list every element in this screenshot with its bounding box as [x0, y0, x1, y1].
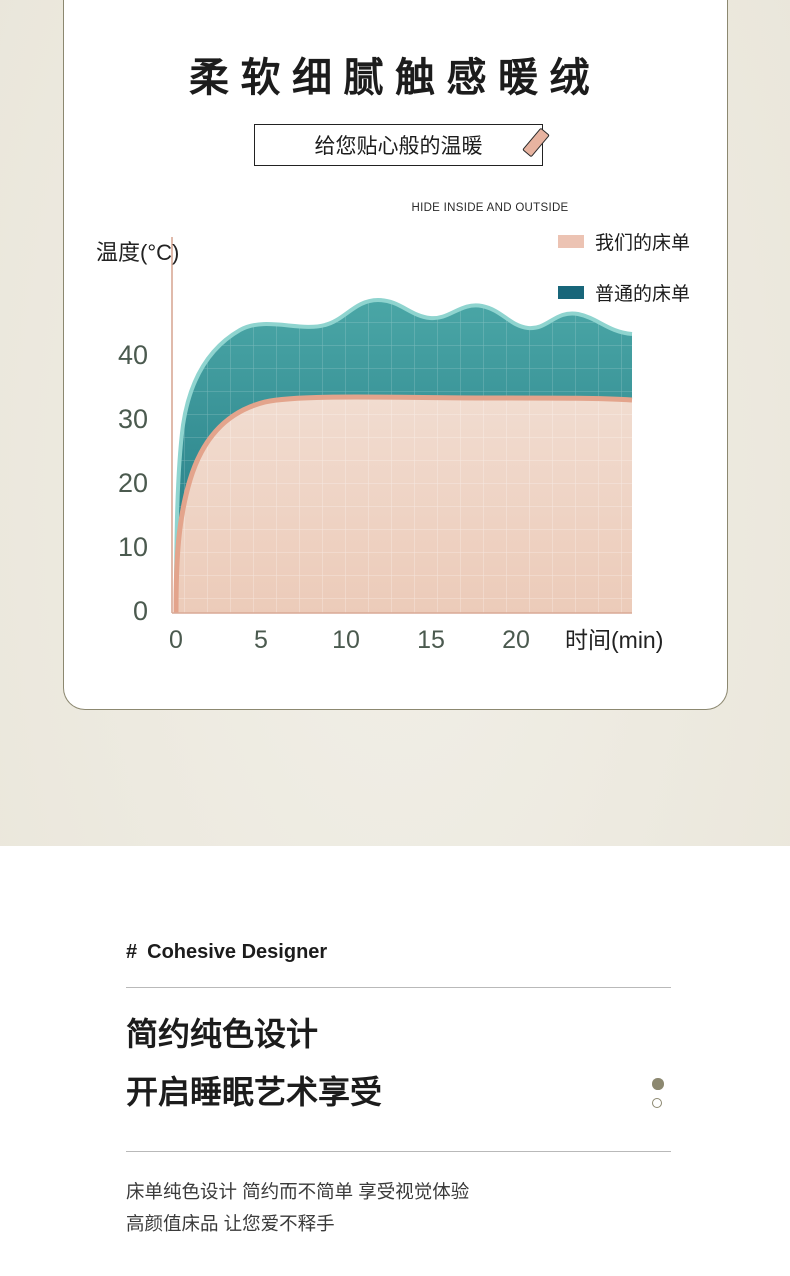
- svg-text:温度(°C): 温度(°C): [96, 240, 179, 265]
- svg-text:15: 15: [417, 626, 445, 654]
- svg-text:40: 40: [118, 340, 148, 370]
- svg-text:0: 0: [169, 626, 183, 654]
- svg-text:10: 10: [332, 626, 360, 654]
- svg-text:5: 5: [254, 626, 268, 654]
- svg-text:20: 20: [118, 468, 148, 498]
- svg-text:20: 20: [502, 626, 530, 654]
- svg-text:30: 30: [118, 404, 148, 434]
- svg-text:0: 0: [133, 596, 148, 626]
- svg-text:时间(min): 时间(min): [565, 627, 663, 653]
- svg-text:10: 10: [118, 532, 148, 562]
